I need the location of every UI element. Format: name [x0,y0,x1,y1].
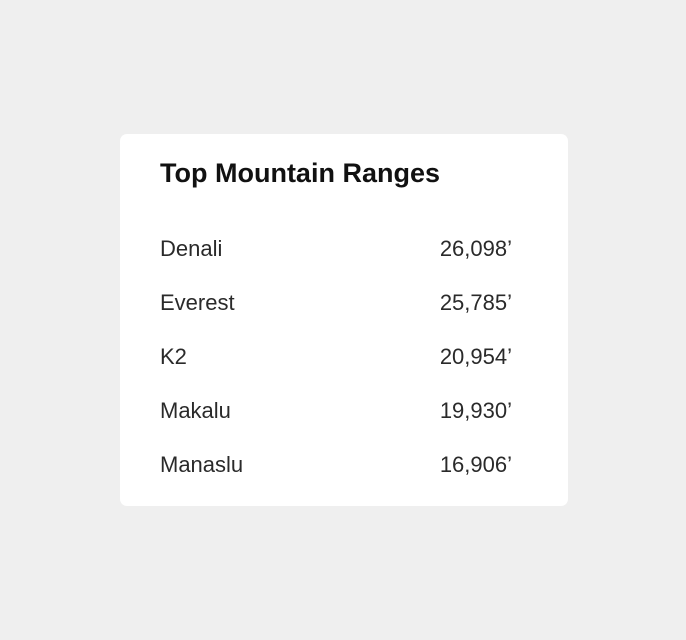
list-item: Everest 25,785’ [160,285,512,339]
mountain-name: K2 [160,344,187,369]
list-item: Manaslu 16,906’ [160,447,512,501]
mountain-list: Denali 26,098’ Everest 25,785’ K2 20,954… [160,231,512,501]
mountain-elevation: 20,954’ [439,344,512,369]
list-item: Makalu 19,930’ [160,393,512,447]
card-title: Top Mountain Ranges [160,158,440,188]
mountain-elevation: 16,906’ [439,452,512,477]
mountain-name: Denali [160,236,223,261]
mountain-elevation: 26,098’ [439,236,512,261]
mountain-elevation: 25,785’ [439,290,512,315]
mountain-name: Manaslu [160,452,244,477]
mountain-name: Makalu [160,398,231,423]
list-item: K2 20,954’ [160,339,512,393]
list-item: Denali 26,098’ [160,231,512,285]
mountain-elevation: 19,930’ [439,398,512,423]
mountain-name: Everest [160,290,235,315]
mountain-ranges-card: Top Mountain Ranges Denali 26,098’ Evere… [120,134,568,506]
